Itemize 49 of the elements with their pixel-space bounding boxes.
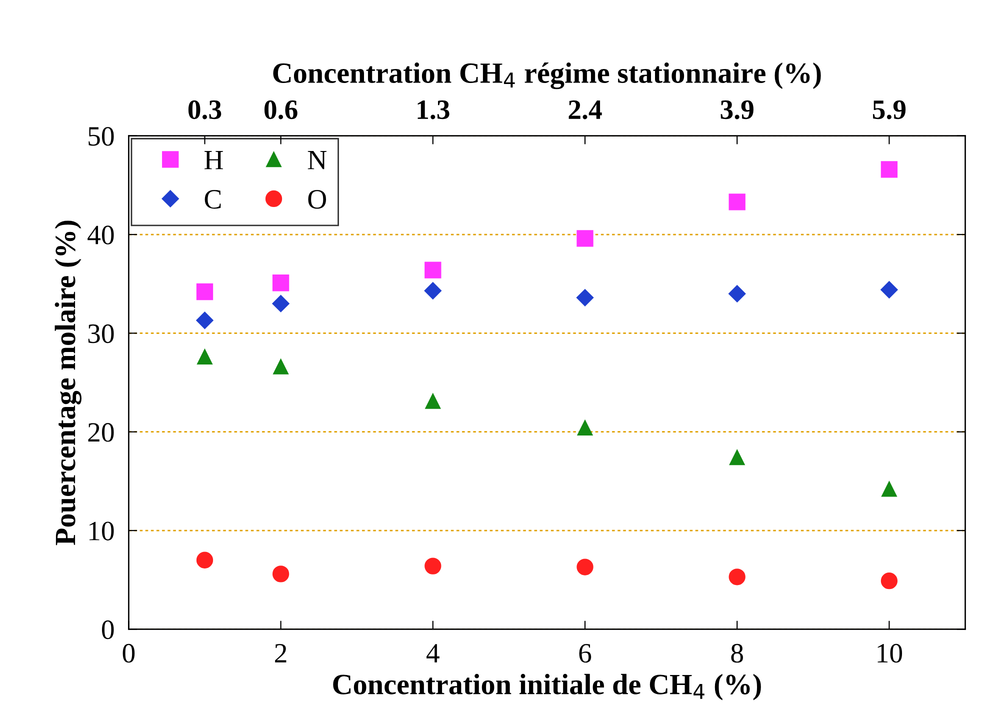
x-axis-title: Concentration initiale de CH$_{4}$ (%) (333, 674, 761, 700)
y-tick-label: 20 (88, 423, 114, 442)
point (576, 289, 594, 306)
point (882, 481, 897, 497)
point (196, 552, 214, 568)
point (880, 161, 898, 178)
annotation: 1.3 (418, 100, 450, 120)
point (197, 349, 212, 365)
point (576, 558, 594, 576)
x2-axis-title: Concentration CH$_{4}$ régime stationnaire (%) (273, 62, 821, 90)
point (728, 285, 746, 302)
legend-label: H (204, 150, 223, 170)
y-tick-label: 40 (88, 226, 114, 244)
y-axis-title: Pouercentage molaire (%) (54, 220, 82, 546)
point (728, 194, 746, 210)
legend-label: O (308, 190, 326, 209)
annotation: 2.4 (568, 100, 602, 120)
legend-label: C (204, 190, 221, 209)
point (272, 274, 290, 292)
annotation: 0.3 (188, 100, 222, 120)
point (196, 312, 214, 329)
annotation: 3.9 (720, 100, 754, 120)
x-tick-label: 10 (878, 644, 902, 663)
x-tick-label: 6 (579, 644, 592, 663)
x-tick-label: 2 (275, 644, 286, 662)
point (576, 230, 594, 247)
x-tick-label: 0 (122, 644, 135, 663)
y-tick-label: 50 (88, 127, 114, 146)
x-tick-label: 8 (731, 644, 743, 663)
point (577, 420, 593, 436)
y-tick-label: 0 (102, 620, 114, 640)
point (424, 282, 442, 300)
legend-label: N (308, 150, 327, 170)
point (729, 450, 745, 466)
point (880, 572, 898, 590)
point (424, 558, 442, 574)
point (880, 281, 898, 298)
point (196, 283, 214, 300)
annotation: 5.9 (872, 100, 906, 120)
y-tick-label: 30 (88, 324, 114, 344)
point (425, 394, 441, 409)
y-tick-label: 10 (89, 522, 114, 540)
point (272, 566, 290, 582)
annotation: 0.6 (264, 100, 298, 120)
point (272, 295, 290, 312)
x-tick-label: 4 (426, 644, 440, 662)
point (273, 359, 288, 374)
point (424, 262, 442, 278)
point (728, 568, 746, 586)
